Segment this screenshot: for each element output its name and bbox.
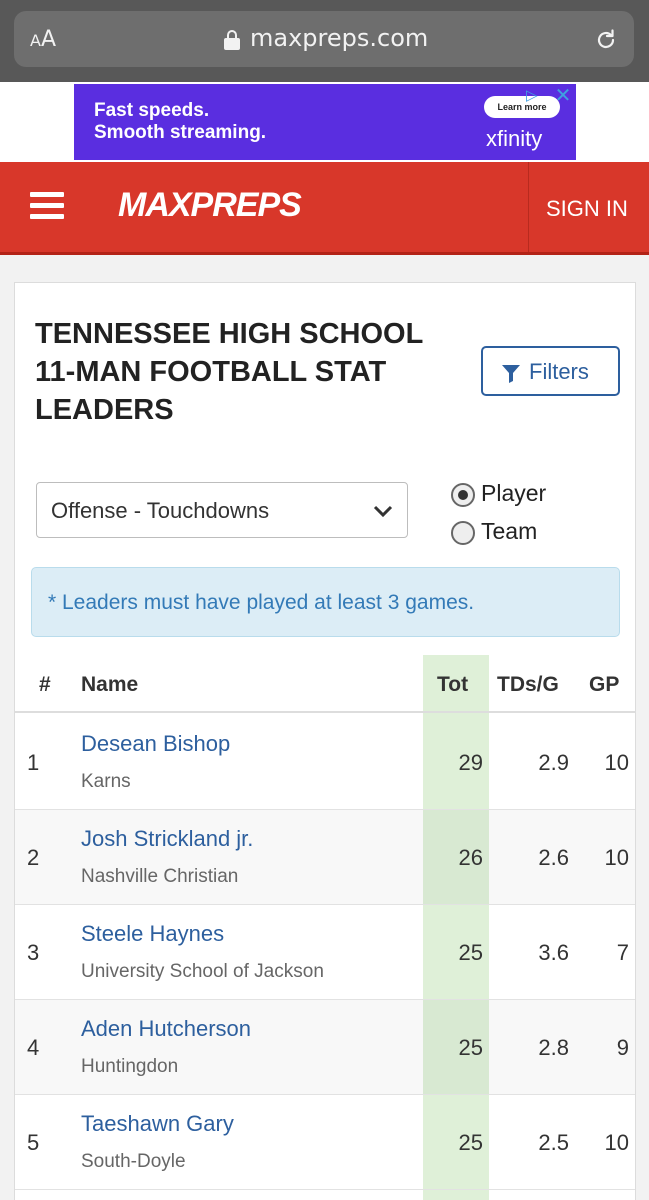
ad-cta-button[interactable]: Learn more [484,96,560,118]
total-tds: 25 [458,1035,483,1060]
browser-toolbar: AA maxpreps.com [0,0,649,82]
reload-icon[interactable] [594,28,618,52]
col-tot[interactable]: Tot [437,673,469,696]
url-text[interactable]: maxpreps.com [250,24,429,52]
stat-category-value: Offense - Touchdowns [51,498,270,523]
text-size-small-glyph: A [30,31,41,50]
radio-player-label: Player [481,480,547,506]
school-name: University School of Jackson [81,961,324,982]
school-name: Karns [81,771,131,792]
games-played: 10 [604,750,629,775]
header-divider [528,162,529,252]
row-rank: 1 [27,750,40,775]
tds-per-game: 2.6 [538,845,569,870]
table-row: 3 Steele Haynes University School of Jac… [15,905,635,1000]
col-tds-per-game[interactable]: TDs/G [497,673,559,696]
ad-headline: Fast speeds. Smooth streaming. [94,100,266,144]
school-name: South-Doyle [81,1151,186,1172]
chevron-down-icon [373,505,393,518]
games-played: 10 [604,1130,629,1155]
ad-brand-logo: xfinity [486,126,543,151]
player-name-link[interactable]: Desean Bishop [81,731,231,756]
col-name[interactable]: Name [81,673,139,696]
row-rank: 5 [27,1130,40,1155]
col-gp[interactable]: GP [589,673,620,696]
games-played: 10 [604,845,629,870]
notice-text: * Leaders must have played at least 3 ga… [48,591,475,614]
ad-container: Fast speeds. Smooth streaming. Learn mor… [0,82,649,162]
ad-headline-line1: Fast speeds. [94,100,210,121]
site-logo[interactable]: MAXPREPS [118,186,302,224]
tot-column-highlight [423,655,489,1200]
address-bar[interactable] [14,11,634,67]
stat-leaders-card: TENNESSEE HIGH SCHOOL 11-MAN FOOTBALL ST… [14,282,636,1200]
stat-category-select[interactable]: Offense - Touchdowns [36,482,408,538]
sign-in-button[interactable]: SIGN IN [546,196,628,221]
ad-banner[interactable]: Fast speeds. Smooth streaming. Learn mor… [74,84,576,160]
filters-label: Filters [529,359,589,384]
games-played: 9 [616,1035,629,1060]
tds-per-game: 2.8 [538,1035,569,1060]
player-name-link[interactable]: Josh Strickland jr. [81,826,254,851]
row-rank: 4 [27,1035,40,1060]
text-size-large-glyph: A [40,27,57,52]
table-header: # Name Tot TDs/G GP [15,655,635,713]
ad-headline-line2: Smooth streaming. [94,122,267,143]
tds-per-game: 2.9 [538,750,569,775]
player-name-link[interactable]: Steele Haynes [81,921,225,946]
player-name-link[interactable]: Aden Hutcherson [81,1016,251,1041]
total-tds: 29 [458,750,483,775]
tds-per-game: 3.6 [538,940,569,965]
total-tds: 26 [458,845,483,870]
page-title: TENNESSEE HIGH SCHOOL 11-MAN FOOTBALL ST… [35,318,423,426]
table-row: 5 Taeshawn Gary South-Doyle 25 2.5 10 [15,1095,635,1190]
table-row: 2 Josh Strickland jr. Nashville Christia… [15,810,635,905]
radio-button[interactable] [451,521,475,545]
school-name: Nashville Christian [81,866,239,887]
lock-icon [224,30,240,50]
total-tds: 25 [458,1130,483,1155]
col-rank[interactable]: # [39,673,51,696]
menu-icon[interactable] [30,192,64,220]
filters-button[interactable]: Filters [481,346,620,396]
player-name-link[interactable]: Taeshawn Gary [81,1111,234,1136]
table-row: 4 Aden Hutcherson Huntingdon 25 2.8 9 [15,1000,635,1095]
adchoices-icon[interactable]: ▷ [526,86,538,104]
radio-button-selected[interactable] [451,483,475,507]
radio-team-label: Team [481,518,538,544]
text-size-button[interactable]: AA [30,27,56,52]
school-name: Huntingdon [81,1056,179,1077]
row-rank: 2 [27,845,40,870]
filter-icon [502,365,520,383]
games-played: 7 [616,940,629,965]
eligibility-notice: * Leaders must have played at least 3 ga… [31,567,620,637]
row-rank: 3 [27,940,40,965]
close-icon[interactable]: ✕ [554,83,572,107]
tds-per-game: 2.5 [538,1130,569,1155]
site-header: MAXPREPS SIGN IN [0,162,649,255]
total-tds: 25 [458,940,483,965]
table-row: 1 Desean Bishop Karns 29 2.9 10 [15,715,635,810]
